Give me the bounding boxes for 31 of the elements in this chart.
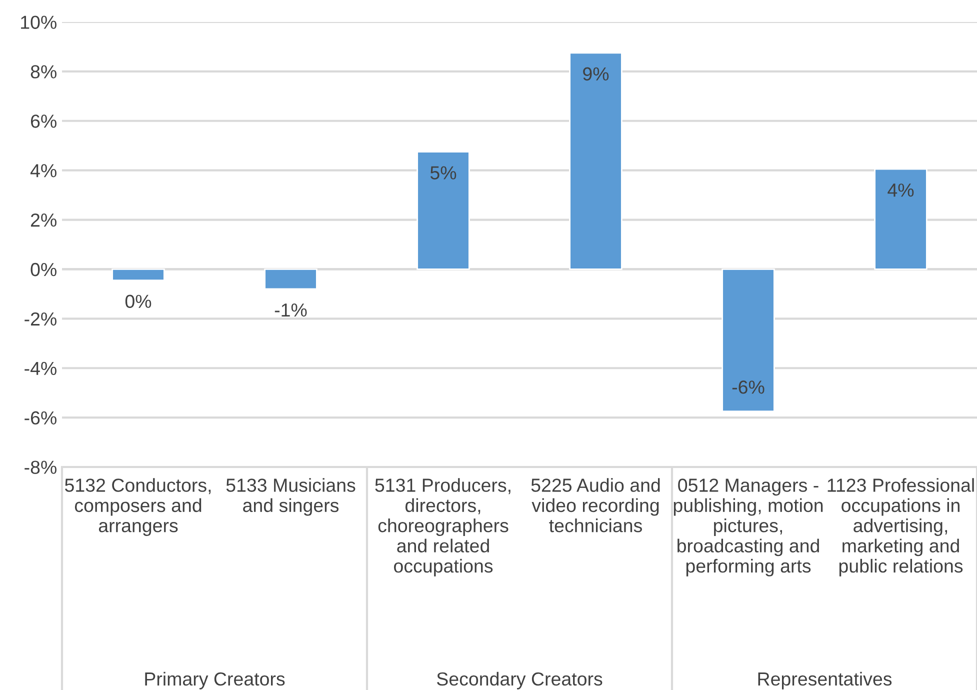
- data-label: -6%: [732, 380, 764, 394]
- bar: [264, 268, 318, 290]
- x-tick-label: 0512 Managers - publishing, motion pictures, broadcasting and performing arts: [674, 478, 823, 576]
- y-tick-label: 8%: [30, 65, 56, 78]
- y-tick-label: -2%: [24, 312, 56, 326]
- x-tick-label: 5131 Producers, directors, choreographers and related occupations: [375, 478, 510, 576]
- bar: [569, 52, 622, 270]
- text: Primary Creators: [145, 672, 285, 690]
- y-tick-label: -4%: [24, 362, 56, 376]
- x-tick-label: 1123 Professional occupations in advertising, marketing and public relations: [828, 478, 974, 576]
- y-tick-label: 0%: [30, 262, 56, 276]
- y-tick-label: 6%: [30, 114, 56, 128]
- data-label: 5%: [430, 166, 456, 180]
- y-tick-label: 4%: [30, 164, 56, 178]
- data-label: -1%: [274, 303, 307, 317]
- data-label: 4%: [888, 184, 914, 197]
- bar: [416, 151, 470, 270]
- y-tick-label: -6%: [24, 411, 56, 425]
- bar: [874, 168, 928, 270]
- data-label: 9%: [583, 67, 609, 81]
- data-label: 0%: [125, 294, 152, 308]
- x-tick-label: 5133 Musicians and singers: [226, 478, 356, 516]
- text: Representatives: [758, 672, 892, 690]
- x-tick-label: 5132 Conductors, composers and arrangers: [65, 478, 211, 536]
- bar: [112, 268, 165, 282]
- y-tick-label: 2%: [30, 213, 56, 227]
- x-tick-label: 5225 Audio and video recording technicians: [531, 478, 660, 532]
- bar: [722, 268, 775, 412]
- y-tick-label: 10%: [21, 16, 56, 29]
- y-tick-label: -8%: [24, 460, 56, 474]
- text: Secondary Creators: [436, 672, 602, 690]
